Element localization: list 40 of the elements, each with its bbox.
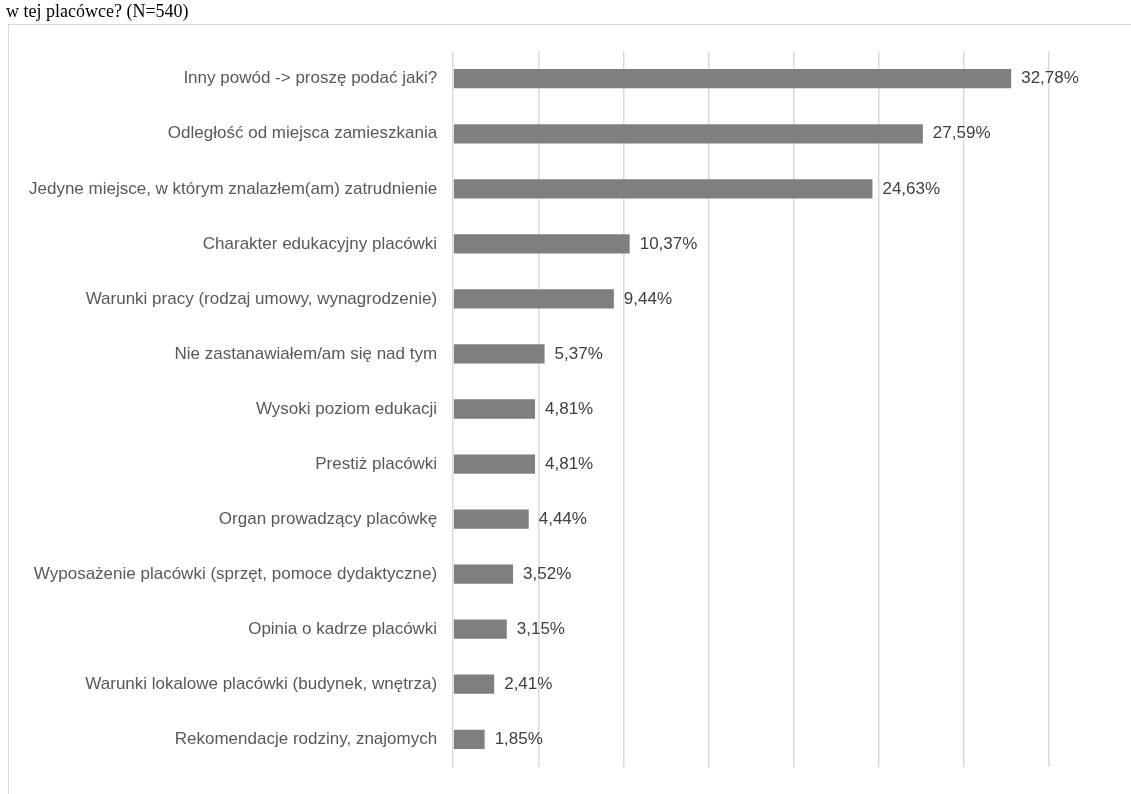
data-label: 32,78% xyxy=(1021,68,1079,88)
y-tick-label: Jedyne miejsce, w którym znalazłem(am) zatrudnienie xyxy=(28,178,438,198)
data-label: 4,81% xyxy=(545,453,594,473)
y-tick-label: Inny powód -> proszę podać jaki? xyxy=(183,68,438,88)
data-label: 24,63% xyxy=(882,178,941,198)
data-label: 10,37% xyxy=(639,233,698,253)
data-label: 4,44% xyxy=(538,508,587,528)
data-label: 1,85% xyxy=(494,728,543,748)
bar xyxy=(453,564,514,584)
data-label: 4,81% xyxy=(545,398,594,418)
text: w tej placówce? (N=540) xyxy=(6,0,189,22)
bar xyxy=(453,289,614,309)
y-tick-label: Prestiż placówki xyxy=(315,453,438,473)
data-label: 3,52% xyxy=(523,563,572,583)
y-tick-label: Wyposażenie placówki (sprzęt, pomoce dydaktyczne) xyxy=(33,563,438,583)
bar xyxy=(453,179,873,199)
y-tick-label: Warunki pracy (rodzaj umowy, wynagrodzenie) xyxy=(85,288,438,308)
bar xyxy=(453,344,545,364)
bar xyxy=(453,124,923,144)
data-label: 5,37% xyxy=(554,343,603,363)
y-tick-label: Nie zastanawiałem/am się nad tym xyxy=(174,343,438,363)
y-tick-label: Wysoki poziom edukacji xyxy=(255,398,438,418)
data-label: 3,15% xyxy=(516,618,565,638)
bar xyxy=(453,619,507,639)
bar xyxy=(453,509,529,529)
data-label: 2,41% xyxy=(504,673,553,693)
y-tick-label: Organ prowadzący placówkę xyxy=(218,508,438,528)
bar xyxy=(453,674,495,694)
y-tick-label: Rekomendacje rodziny, znajomych xyxy=(174,728,438,748)
y-tick-label: Charakter edukacyjny placówki xyxy=(202,233,438,253)
data-label: 9,44% xyxy=(623,288,673,308)
bar xyxy=(453,454,536,474)
y-tick-label: Warunki lokalowe placówki (budynek, wnętrza) xyxy=(85,673,438,693)
bar xyxy=(453,399,536,419)
bar xyxy=(453,729,485,749)
y-tick-label: Odległość od miejsca zamieszkania xyxy=(167,123,438,143)
bar xyxy=(453,234,630,254)
data-label: 27,59% xyxy=(932,123,991,143)
bar xyxy=(453,69,1012,89)
y-tick-label: Opinia o kadrze placówki xyxy=(248,618,438,638)
